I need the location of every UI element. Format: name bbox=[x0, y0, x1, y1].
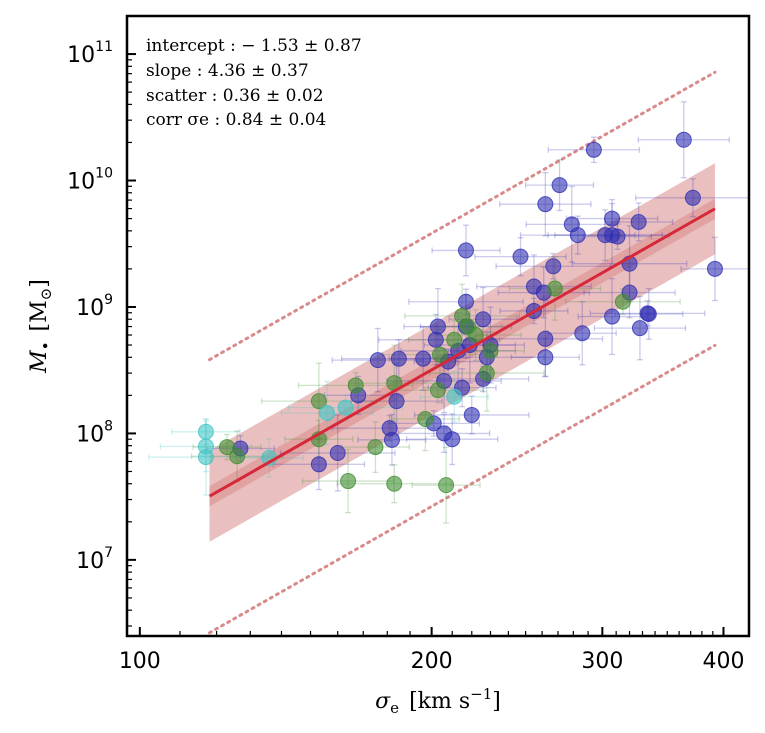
data-point-cyan bbox=[446, 388, 463, 405]
data-point-green bbox=[546, 280, 563, 297]
data-point-blue bbox=[415, 350, 432, 367]
data-point-blue bbox=[585, 141, 602, 158]
data-point-blue bbox=[429, 318, 446, 335]
data-point-green bbox=[386, 475, 403, 492]
data-point-green bbox=[417, 411, 434, 428]
data-point-blue bbox=[545, 258, 562, 275]
annotation-intercept: intercept : − 1.53 ± 0.87 bbox=[146, 36, 362, 56]
data-point-green bbox=[347, 377, 364, 394]
data-point-blue bbox=[537, 349, 554, 366]
data-point-green bbox=[478, 365, 495, 382]
data-point-green bbox=[438, 477, 455, 494]
data-point-green bbox=[367, 439, 384, 456]
data-point-blue bbox=[475, 311, 492, 328]
fit-line bbox=[208, 207, 716, 498]
data-point-blue bbox=[609, 228, 626, 245]
data-point-cyan bbox=[197, 423, 214, 440]
x-tick-label: 200 bbox=[411, 649, 453, 674]
data-point-blue bbox=[675, 131, 692, 148]
data-point-blue bbox=[463, 406, 480, 423]
x-tick-label: 400 bbox=[702, 649, 744, 674]
x-tick-label: 100 bbox=[119, 649, 161, 674]
data-point-green bbox=[229, 448, 246, 465]
data-point-cyan bbox=[337, 399, 354, 416]
y-tick-label: 108 bbox=[76, 418, 113, 447]
annotation-box: intercept : − 1.53 ± 0.87 slope : 4.36 ±… bbox=[146, 36, 362, 130]
data-point-blue bbox=[537, 330, 554, 347]
data-point-blue bbox=[512, 248, 529, 265]
data-point-green bbox=[429, 382, 446, 399]
y-tick-label: 107 bbox=[76, 545, 113, 574]
data-point-blue bbox=[640, 305, 657, 322]
data-point-blue bbox=[390, 350, 407, 367]
data-point-blue bbox=[574, 325, 591, 342]
data-point-blue bbox=[604, 210, 621, 227]
annotation-scatter: scatter : 0.36 ± 0.02 bbox=[146, 86, 324, 106]
data-point-blue bbox=[457, 293, 474, 310]
outer-bound-lower bbox=[208, 343, 717, 635]
data-point-green bbox=[218, 439, 235, 456]
x-tick-label: 300 bbox=[581, 649, 623, 674]
data-point-blue bbox=[369, 352, 386, 369]
annotation-corr: corr σe : 0.84 ± 0.04 bbox=[146, 110, 326, 130]
data-point-blue bbox=[706, 260, 723, 277]
data-point-green bbox=[467, 327, 484, 344]
data-point-blue bbox=[310, 456, 327, 473]
data-point-cyan bbox=[319, 405, 336, 422]
data-point-blue bbox=[457, 242, 474, 259]
y-axis-label: M•[M⊙] bbox=[27, 279, 55, 374]
data-point-green bbox=[482, 342, 499, 359]
data-point-blue bbox=[604, 308, 621, 325]
data-point-blue bbox=[551, 177, 568, 194]
data-point-blue bbox=[631, 320, 648, 337]
data-point-blue bbox=[444, 431, 461, 448]
data-point-cyan bbox=[197, 449, 214, 466]
data-point-green bbox=[310, 393, 327, 410]
x-axis-label: σe [km s−1] bbox=[375, 685, 501, 717]
data-point-green bbox=[340, 473, 357, 490]
data-point-blue bbox=[329, 445, 346, 462]
data-point-blue bbox=[388, 393, 405, 410]
data-point-blue bbox=[630, 213, 647, 230]
data-point-blue bbox=[569, 227, 586, 244]
data-point-green bbox=[446, 331, 463, 348]
outer-bound-upper bbox=[208, 70, 717, 362]
data-point-green bbox=[431, 346, 448, 363]
axis-ticks: 100 200 300 400 107 108 109 1010 1011 bbox=[67, 39, 744, 674]
y-tick-label: 1010 bbox=[67, 166, 113, 195]
data-point-blue bbox=[537, 196, 554, 213]
annotation-slope: slope : 4.36 ± 0.37 bbox=[146, 61, 309, 81]
data-point-green bbox=[614, 293, 631, 310]
y-tick-label: 1011 bbox=[67, 39, 113, 68]
data-point-blue bbox=[684, 189, 701, 206]
data-point-blue bbox=[383, 431, 400, 448]
data-point-blue bbox=[427, 331, 444, 348]
y-tick-label: 109 bbox=[76, 292, 113, 321]
